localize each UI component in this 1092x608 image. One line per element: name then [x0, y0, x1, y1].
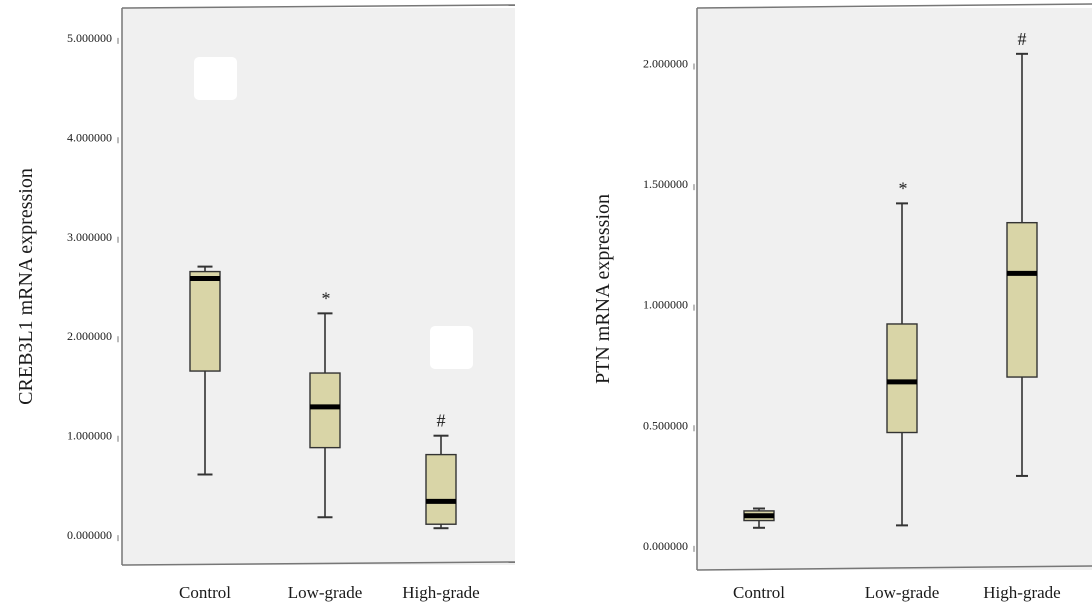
plot-frame-bottom: [696, 565, 1092, 571]
x-category-label: High-grade: [402, 583, 479, 602]
x-category-label: Low-grade: [288, 583, 363, 602]
panel-ptn: 0.000000 0.500000 1.000000 1.500000 2.000000…: [592, 3, 1092, 602]
box-iqr: [1006, 221, 1038, 378]
box-iqr: [425, 453, 457, 525]
significance-mark: *: [322, 288, 331, 308]
mask-square: [194, 57, 237, 100]
x-category-label: Control: [733, 583, 785, 602]
y-tick-label: 4.000000: [67, 130, 112, 144]
y-tick-label: 0.500000: [643, 418, 688, 432]
x-category-label: High-grade: [983, 583, 1060, 602]
y-tick-label: 3.000000: [67, 230, 112, 244]
plot-frame-bottom: [121, 561, 516, 566]
panel-creb3l1: 0.000000 1.000000 2.000000 3.000000 4.000000…: [15, 4, 516, 602]
y-tick-label: 0.000000: [67, 528, 112, 542]
y-tick-label: 2.000000: [643, 56, 688, 70]
significance-mark: *: [899, 178, 908, 198]
y-tick-label: 1.000000: [643, 298, 688, 312]
y-tick-label: 1.500000: [643, 177, 688, 191]
y-axis-title: PTN mRNA expression: [592, 194, 614, 384]
mask-square: [430, 326, 473, 369]
significance-mark: #: [1018, 29, 1027, 49]
box-iqr: [886, 323, 918, 434]
significance-mark: #: [437, 411, 446, 431]
x-category-label: Control: [179, 583, 231, 602]
y-tick-label: 0.000000: [643, 539, 688, 553]
box-iqr: [189, 270, 221, 372]
plot-frame-top: [696, 3, 1092, 9]
plot-frame-top: [121, 4, 516, 9]
x-category-label: Low-grade: [865, 583, 940, 602]
y-axis-title: CREB3L1 mRNA expression: [15, 168, 37, 405]
y-tick-label: 1.000000: [67, 429, 112, 443]
y-tick-label: 2.000000: [67, 329, 112, 343]
y-tick-label: 5.000000: [67, 31, 112, 45]
box-iqr: [309, 372, 341, 449]
